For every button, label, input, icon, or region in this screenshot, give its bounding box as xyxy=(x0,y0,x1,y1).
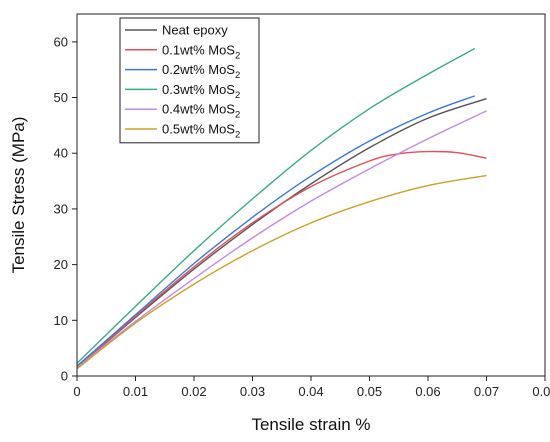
legend-box xyxy=(119,17,260,144)
x-tick-label: 0.02 xyxy=(181,384,206,399)
y-axis-title: Tensile Stress (MPa) xyxy=(9,117,28,274)
series-line-3 xyxy=(76,47,476,364)
legend-label-main: 0.1wt% MoS xyxy=(162,42,235,57)
series-layer xyxy=(76,47,487,370)
y-tick-label: 50 xyxy=(54,90,68,105)
legend-label-5: 0.5wt% MoS2 xyxy=(162,122,240,141)
legend-label-main: 0.4wt% MoS xyxy=(162,102,235,117)
legend-label-1: 0.1wt% MoS2 xyxy=(162,42,240,61)
x-tick-label: 0.03 xyxy=(240,384,265,399)
y-tick-label: 20 xyxy=(54,257,68,272)
series-line-2 xyxy=(76,95,476,367)
legend-label-2: 0.2wt% MoS2 xyxy=(162,62,240,81)
series-line-1 xyxy=(76,150,487,369)
legend-label-subscript: 2 xyxy=(235,90,240,101)
tick-labels-layer: 0 0.01 0.02 0.03 0.04 0.05 0.06 0.07 0.08 0 10 20 30… xyxy=(54,34,550,399)
y-tick-label: 30 xyxy=(54,201,68,216)
plot-area-frame xyxy=(76,13,546,377)
x-axis-title: Tensile strain % xyxy=(251,415,370,434)
series-line-4 xyxy=(76,110,487,369)
x-tick-label: 0.07 xyxy=(474,384,499,399)
legend-label-3: 0.3wt% MoS2 xyxy=(162,82,240,101)
x-tick-label: 0.08 xyxy=(532,384,550,399)
legend-label-4: 0.4wt% MoS2 xyxy=(162,102,240,121)
ticks-layer xyxy=(72,41,546,381)
legend-label-main: Neat epoxy xyxy=(162,23,228,38)
legend-label-subscript: 2 xyxy=(235,70,240,81)
x-tick-label: 0.04 xyxy=(298,384,323,399)
legend-label-subscript: 2 xyxy=(235,50,240,61)
x-tick-label: 0.01 xyxy=(123,384,148,399)
legend-label-subscript: 2 xyxy=(235,130,240,141)
x-tick-label: 0 xyxy=(73,384,80,399)
legend-label-main: 0.2wt% MoS xyxy=(162,62,235,77)
legend-label-0: Neat epoxy xyxy=(162,23,228,38)
y-tick-label: 40 xyxy=(54,146,68,161)
y-tick-label: 60 xyxy=(54,34,68,49)
legend-label-main: 0.3wt% MoS xyxy=(162,82,235,97)
x-tick-label: 0.06 xyxy=(415,384,440,399)
legend-label-main: 0.5wt% MoS xyxy=(162,122,235,137)
legend-label-subscript: 2 xyxy=(235,110,240,121)
series-line-5 xyxy=(76,174,487,370)
x-tick-label: 0.05 xyxy=(357,384,382,399)
y-tick-label: 10 xyxy=(54,313,68,328)
y-tick-label: 0 xyxy=(61,369,68,384)
